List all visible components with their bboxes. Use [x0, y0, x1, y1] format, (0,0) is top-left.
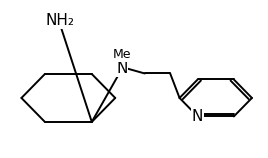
- Text: NH₂: NH₂: [46, 13, 75, 28]
- Text: N: N: [192, 109, 203, 124]
- Text: Me: Me: [113, 48, 131, 61]
- Text: N: N: [116, 61, 128, 76]
